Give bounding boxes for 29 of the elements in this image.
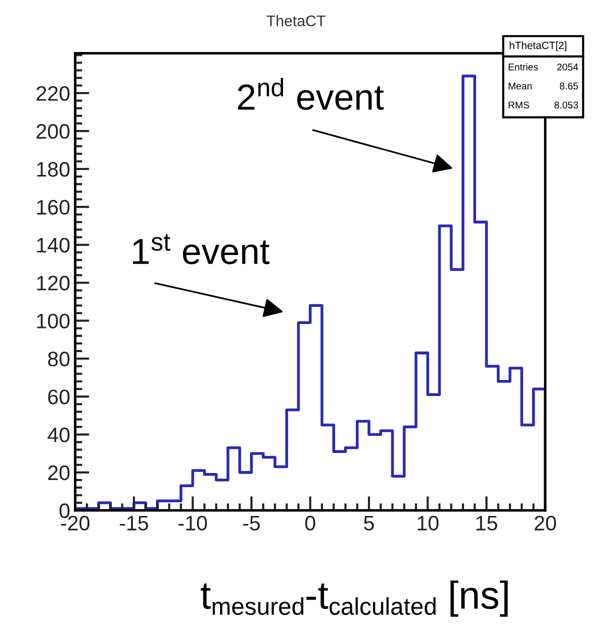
y-tick-label: 200 — [36, 124, 70, 139]
annotation: RMS — [508, 102, 530, 108]
y-tick-label: 80 — [48, 352, 70, 366]
x-tick-label: 5 — [364, 516, 374, 531]
annotation: Entries — [508, 63, 538, 70]
y-tick-label: 60 — [48, 390, 70, 404]
x-tick-label: 15 — [476, 516, 498, 531]
x-tick-label: -5 — [243, 516, 260, 531]
y-tick-label: 180 — [37, 162, 70, 177]
text: 8.65 — [560, 82, 578, 90]
x-tick-label: -10 — [178, 516, 207, 531]
y-tick-label: 20 — [48, 465, 70, 480]
chart-title: ThetaCT — [266, 15, 326, 26]
y-tick-label: 220 — [36, 86, 70, 101]
y-tick-label: 120 — [37, 276, 70, 291]
annotation: 1$^{st}$ event — [133, 234, 270, 264]
y-tick-label: 160 — [37, 200, 70, 215]
x-tick-label: 0 — [305, 516, 316, 531]
annotation: Mean — [508, 82, 532, 90]
y-tick-label: 140 — [37, 238, 70, 253]
text: 2054 — [557, 64, 578, 70]
x-tick-label: -15 — [120, 516, 148, 531]
x-tick-label: 20 — [534, 516, 556, 531]
y-tick-label: 100 — [37, 314, 70, 328]
text: hThetaCT[2] — [510, 41, 566, 52]
x-tick-label: 10 — [418, 516, 438, 531]
y-tick-label: 40 — [48, 428, 70, 442]
text: 8.053 — [554, 102, 578, 108]
annotation: 2$^{nd}$ event — [238, 78, 384, 110]
